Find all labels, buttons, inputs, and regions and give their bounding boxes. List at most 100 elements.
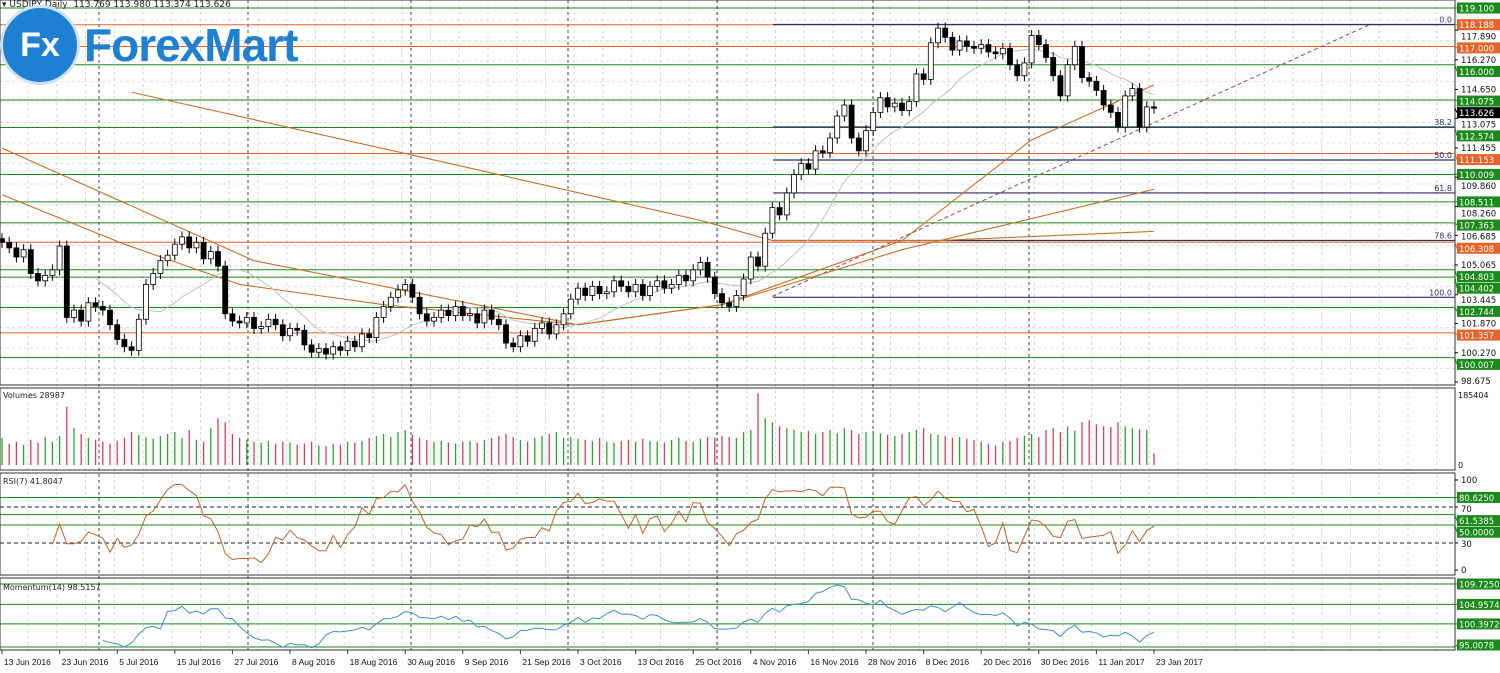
moving-average-line bbox=[131, 91, 1155, 242]
candle-body bbox=[495, 318, 502, 326]
candle-body bbox=[906, 100, 913, 111]
date-label: 13 Oct 2016 bbox=[638, 657, 685, 667]
level-price-tag bbox=[1457, 219, 1500, 231]
candle-body bbox=[92, 302, 99, 307]
fib-label: 38.2 bbox=[1434, 118, 1452, 127]
candle-body bbox=[171, 243, 178, 256]
candle-body bbox=[747, 256, 754, 280]
candle-body bbox=[229, 313, 236, 322]
candle-body bbox=[855, 137, 862, 152]
level-price-label: 104.803 bbox=[1459, 273, 1494, 283]
candle-body bbox=[344, 340, 351, 351]
candle-body bbox=[121, 339, 128, 348]
candle-body bbox=[423, 313, 430, 322]
candle-body bbox=[517, 335, 524, 348]
level-price-connector bbox=[1454, 153, 1458, 160]
rsi-level-label: 80.6250 bbox=[1459, 494, 1494, 504]
level-price-tag bbox=[1457, 329, 1500, 341]
candle-body bbox=[164, 254, 171, 262]
candle-body bbox=[733, 295, 740, 307]
candle-body bbox=[27, 249, 34, 274]
candle-body bbox=[294, 328, 301, 331]
level-price-connector bbox=[1454, 99, 1458, 102]
level-price-connector bbox=[1454, 46, 1458, 49]
candle-body bbox=[387, 296, 394, 307]
candle-body bbox=[841, 104, 848, 117]
candle-body bbox=[1064, 64, 1071, 97]
candle-body bbox=[956, 40, 963, 51]
date-label: 4 Nov 2016 bbox=[753, 657, 797, 667]
candle-body bbox=[661, 280, 668, 289]
candle-body bbox=[301, 329, 308, 346]
price-tick-label: 103.445 bbox=[1461, 296, 1496, 306]
price-tick-label: 106.685 bbox=[1461, 233, 1496, 243]
candle-body bbox=[49, 269, 56, 276]
candle-body bbox=[99, 306, 106, 311]
candle-body bbox=[402, 284, 409, 291]
candle-body bbox=[1107, 104, 1114, 113]
candle-body bbox=[553, 324, 560, 335]
fibonacci-retracement[interactable]: 0.0 38.2 50.0 61.8 78.6 100.0 bbox=[772, 15, 1455, 298]
level-price-tag bbox=[1457, 305, 1500, 317]
price-tick-label: 113.075 bbox=[1461, 120, 1496, 130]
candle-body bbox=[287, 328, 293, 337]
date-label: 21 Sep 2016 bbox=[522, 657, 570, 667]
date-label: 8 Aug 2016 bbox=[292, 657, 335, 667]
rsi-level-connector bbox=[1454, 514, 1458, 521]
candle-body bbox=[107, 309, 113, 326]
volume-pane bbox=[1, 393, 1155, 465]
level-price-tag bbox=[1457, 130, 1500, 142]
candle-body bbox=[913, 73, 920, 102]
momentum-level-label: 104.9574 bbox=[1459, 601, 1500, 611]
moving-average-line bbox=[1, 84, 1155, 326]
candle-body bbox=[215, 251, 221, 267]
rsi-tick-label: 30 bbox=[1461, 540, 1472, 550]
level-price-tag bbox=[1457, 271, 1500, 283]
candle-body bbox=[877, 97, 884, 113]
level-price-label: 101.357 bbox=[1459, 332, 1494, 342]
candle-body bbox=[805, 163, 812, 170]
momentum-level-tag bbox=[1457, 618, 1500, 630]
volume-title: Volumes 28987 bbox=[3, 391, 65, 400]
candle-body bbox=[827, 137, 833, 154]
level-price-label: 114.075 bbox=[1459, 98, 1494, 108]
candle-body bbox=[1014, 64, 1021, 77]
candle-body bbox=[1143, 106, 1150, 128]
candle-body bbox=[769, 207, 776, 234]
logo-name: ForexMart bbox=[84, 19, 298, 71]
candle-body bbox=[675, 274, 682, 285]
level-price-label: 110.009 bbox=[1459, 171, 1494, 181]
candle-body bbox=[330, 346, 337, 355]
candle-body bbox=[445, 309, 452, 317]
candle-body bbox=[524, 335, 531, 342]
price-tick-label: 98.675 bbox=[1461, 377, 1491, 387]
current-price-connector bbox=[1454, 108, 1458, 113]
candle-body bbox=[56, 245, 63, 271]
level-price-tag bbox=[1457, 168, 1500, 180]
candle-body bbox=[834, 115, 841, 139]
candle-body bbox=[1100, 89, 1107, 106]
level-price-label: 119.100 bbox=[1459, 5, 1494, 15]
candle-body bbox=[935, 27, 941, 44]
candle-body bbox=[899, 102, 905, 111]
date-label: 30 Dec 2016 bbox=[1041, 657, 1089, 667]
candle-body bbox=[575, 287, 581, 300]
date-label: 18 Aug 2016 bbox=[350, 657, 398, 667]
candle-body bbox=[863, 130, 869, 152]
candle-body bbox=[1115, 111, 1121, 128]
level-price-connector bbox=[1454, 269, 1458, 277]
level-price-tag bbox=[1457, 358, 1500, 370]
rsi-level-tag bbox=[1457, 515, 1500, 527]
sma-line bbox=[95, 48, 1155, 342]
logo-mark: Fx bbox=[0, 5, 80, 85]
rsi-title: RSI(7) 41.8047 bbox=[3, 477, 63, 486]
candle-body bbox=[546, 322, 553, 335]
level-price-tag bbox=[1457, 282, 1500, 294]
level-price-tag bbox=[1457, 154, 1500, 166]
candle-body bbox=[359, 333, 365, 348]
candle-body bbox=[243, 317, 250, 324]
candle-body bbox=[222, 265, 229, 315]
candle-body bbox=[567, 298, 574, 315]
candle-body bbox=[618, 280, 625, 287]
